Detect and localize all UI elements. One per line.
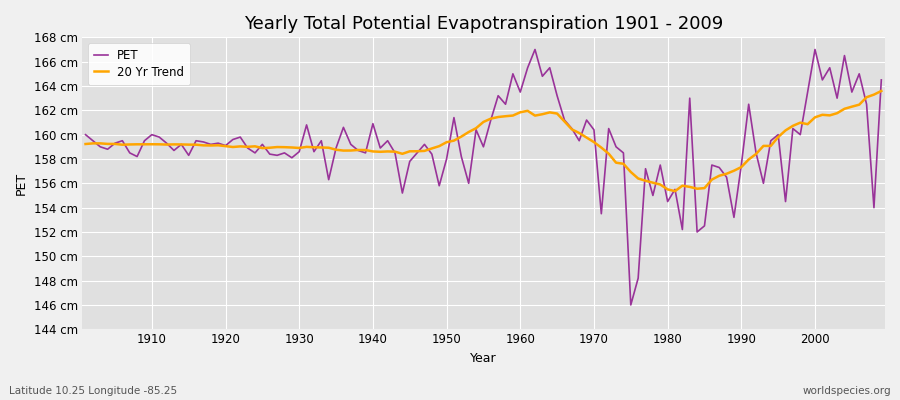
20 Yr Trend [515, 110, 526, 115]
20 Yr Trend [876, 88, 886, 93]
PET [140, 138, 150, 143]
PET [515, 90, 526, 94]
PET [611, 144, 622, 149]
PET [346, 142, 356, 147]
PET [876, 78, 886, 82]
PET [529, 47, 540, 52]
Y-axis label: PET: PET [15, 172, 28, 195]
PET [626, 302, 636, 307]
20 Yr Trend [670, 189, 680, 194]
Text: worldspecies.org: worldspecies.org [803, 386, 891, 396]
PET [508, 72, 518, 76]
Line: PET: PET [86, 50, 881, 305]
20 Yr Trend [346, 148, 356, 153]
20 Yr Trend [140, 142, 150, 147]
20 Yr Trend [80, 142, 91, 146]
20 Yr Trend [508, 113, 518, 118]
Title: Yearly Total Potential Evapotranspiration 1901 - 2009: Yearly Total Potential Evapotranspiratio… [244, 15, 723, 33]
Line: 20 Yr Trend: 20 Yr Trend [86, 91, 881, 191]
PET [80, 132, 91, 137]
20 Yr Trend [603, 151, 614, 156]
Legend: PET, 20 Yr Trend: PET, 20 Yr Trend [88, 43, 190, 84]
20 Yr Trend [302, 144, 312, 149]
Text: Latitude 10.25 Longitude -85.25: Latitude 10.25 Longitude -85.25 [9, 386, 177, 396]
X-axis label: Year: Year [470, 352, 497, 365]
PET [302, 122, 312, 127]
